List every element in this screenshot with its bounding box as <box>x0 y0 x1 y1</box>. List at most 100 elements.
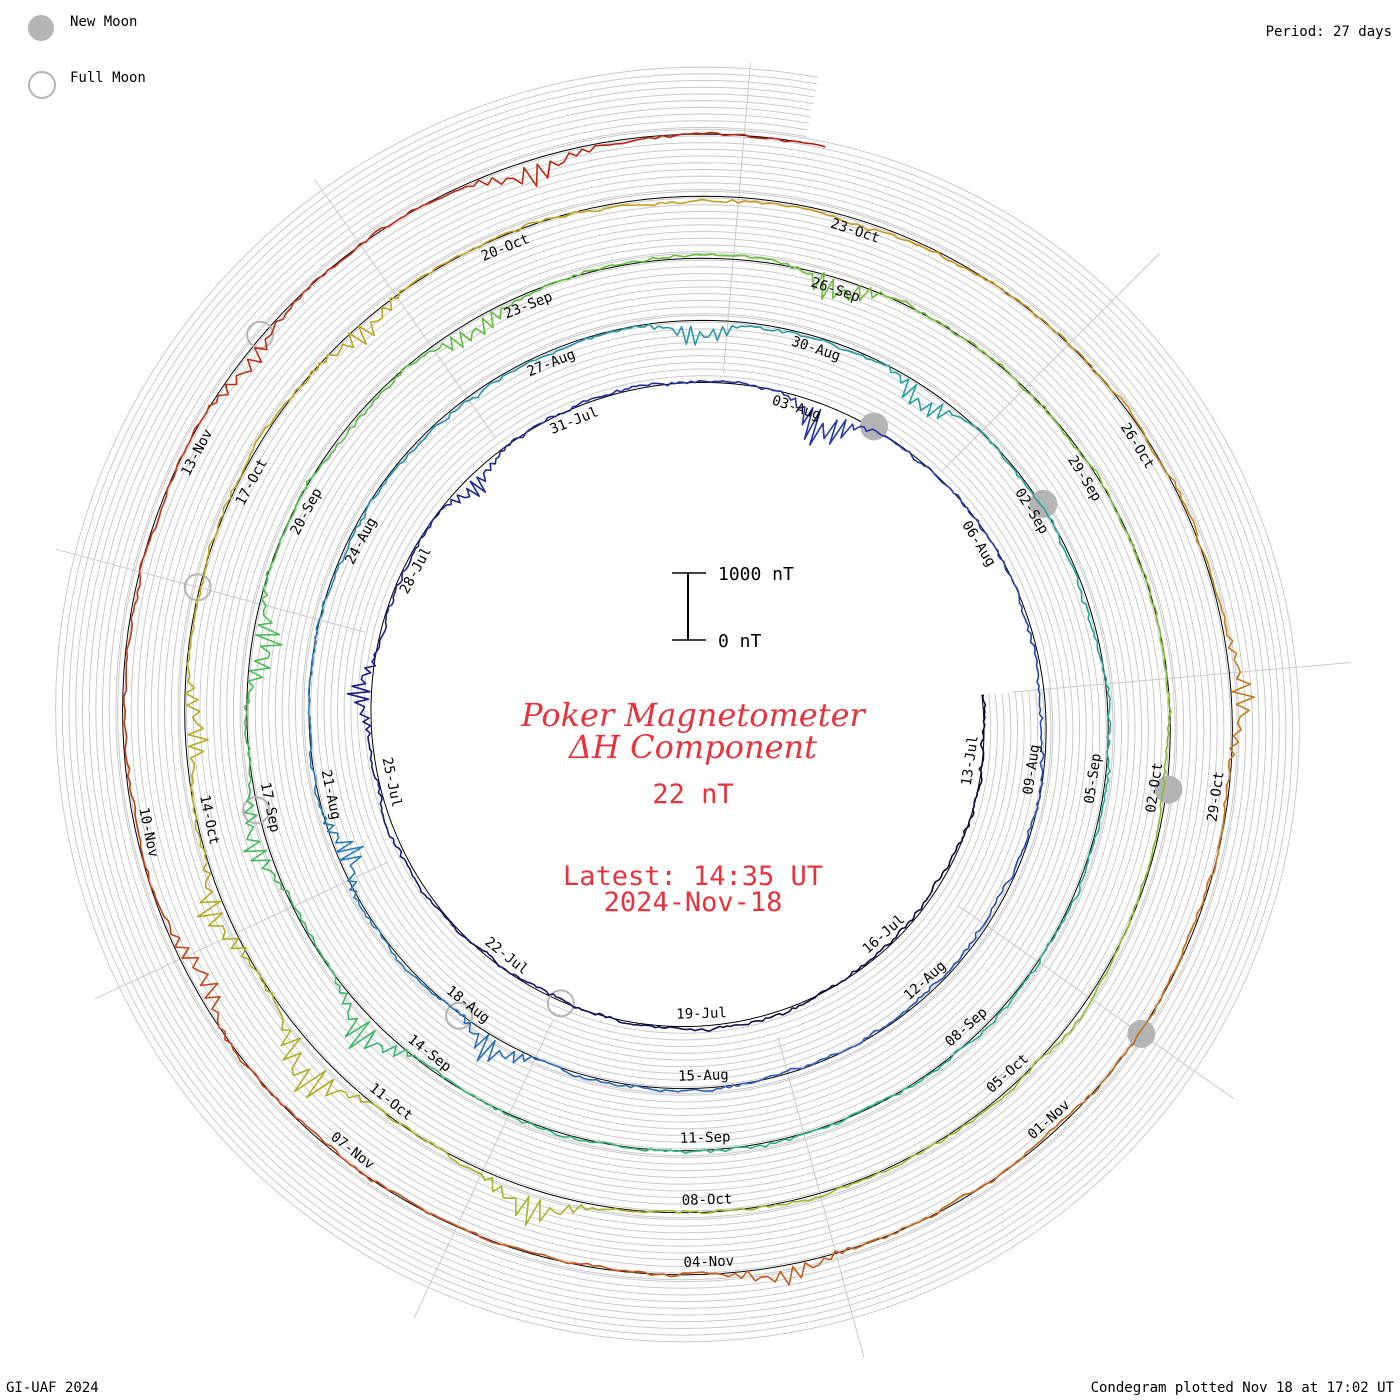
magnetometer-trace-segment <box>374 397 474 498</box>
full-moon-marker <box>246 320 275 349</box>
date-label: 17-Sep <box>257 781 283 834</box>
magnetometer-trace-segment <box>1035 685 1045 813</box>
date-label: 29-Oct <box>1205 770 1228 822</box>
magnetometer-trace-segment <box>862 354 986 436</box>
grid-spoke <box>941 252 1161 472</box>
grid-layer <box>55 62 1351 1358</box>
magnetometer-trace-segment <box>860 887 934 967</box>
magnetometer-trace-segment <box>931 792 978 892</box>
chart-subtitle: ΔH Component <box>567 728 817 766</box>
magnetometer-trace-segment <box>1179 492 1242 680</box>
grid-spiral <box>108 120 1247 1289</box>
magnetometer-trace-segment <box>181 947 297 1119</box>
magnetometer-trace-segment <box>260 457 330 607</box>
magnetometer-trace-segment <box>399 855 475 946</box>
magnetometer-trace-segment <box>397 216 565 299</box>
grid-spiral <box>68 79 1287 1330</box>
magnetometer-trace-segment <box>368 747 405 860</box>
grid-spiral <box>61 73 1294 1336</box>
magnetometer-trace-segment <box>1022 388 1124 527</box>
magnetometer-trace-segment <box>534 1058 666 1093</box>
scale-bar: 1000 nT 0 nT <box>672 564 794 652</box>
footer-plot-time: Condegram plotted Nov 18 at 17:02 UT <box>1090 1380 1394 1396</box>
new-moon-legend-icon <box>28 15 54 41</box>
magnetometer-trace-segment <box>363 1030 509 1117</box>
grid-spiral <box>55 66 1300 1343</box>
magnetometer-trace-segment <box>798 1069 939 1137</box>
full-moon-marker <box>242 796 271 825</box>
full-moon-legend-icon <box>28 71 56 99</box>
full-moon-marker <box>546 989 575 1018</box>
magnetometer-trace-segment <box>346 636 383 753</box>
date-label: 19-Jul <box>676 1005 727 1022</box>
magnetometer-trace-segment <box>932 962 1041 1073</box>
new-moon-marker <box>860 412 889 441</box>
date-label: 15-Aug <box>678 1067 729 1084</box>
date-label: 04-Nov <box>683 1254 734 1271</box>
magnetometer-trace-segment <box>347 872 430 991</box>
magnetometer-trace-segment <box>323 347 440 463</box>
magnetometer-trace-segment <box>290 901 376 1050</box>
magnetometer-trace-segment <box>983 807 1039 925</box>
magnetometer-trace-segment <box>814 1120 975 1199</box>
date-label: 05-Sep <box>1082 752 1105 804</box>
period-label: Period: 27 days <box>1265 24 1392 40</box>
date-label: 25-Jul <box>379 756 405 809</box>
magnetometer-trace-segment <box>1096 683 1112 834</box>
magnetometer-trace-segment <box>1135 860 1218 1039</box>
magnetometer-trace-segment <box>290 1111 458 1227</box>
magnetometer-trace-segment <box>307 615 323 754</box>
grid-spiral <box>75 86 1280 1323</box>
magnetometer-trace-segment <box>475 1171 651 1226</box>
chart-title: Poker Magnetometer <box>520 696 866 734</box>
magnetometer-trace-segment <box>434 274 580 352</box>
magnetometer-trace-segment <box>546 131 752 179</box>
date-label: 22-Jul <box>481 934 531 978</box>
magnetometer-trace-segment <box>269 290 401 425</box>
magnetometer-trace-segment <box>470 941 563 1001</box>
magnetometer-trace-segment <box>500 394 607 453</box>
footer-credit: GI-UAF 2024 <box>6 1380 99 1396</box>
new-moon-marker <box>1029 489 1058 518</box>
magnetometer-trace-segment <box>308 748 364 882</box>
magnetometer-trace-segment <box>425 986 540 1064</box>
magnetometer-trace-segment <box>558 198 745 218</box>
magnetometer-trace-segment <box>243 598 283 760</box>
magnetometer-trace-segment <box>725 324 868 360</box>
magnetometer-trace-segment <box>243 753 295 907</box>
magnetometer-trace-segment <box>968 998 1093 1125</box>
magnetometer-trace-segment <box>306 1078 482 1175</box>
grid-spiral <box>115 126 1240 1283</box>
magnetometer-trace-segment <box>224 240 367 395</box>
magnetometer-trace-segment <box>1067 343 1182 500</box>
date-label: 13-Jul <box>959 734 982 786</box>
date-label: 02-Oct <box>1143 761 1166 813</box>
magnetometer-trace-segment <box>768 964 865 1019</box>
magnetometer-trace-segment <box>976 694 987 797</box>
magnetometer-trace-segment <box>1088 843 1156 1005</box>
magnetometer-trace-segment <box>650 1133 805 1154</box>
magnetometer-trace-segment <box>933 472 1009 574</box>
date-label: 20-Oct <box>479 231 532 265</box>
grid-spiral <box>95 106 1260 1303</box>
magnetometer-trace-segment <box>1001 1032 1140 1174</box>
magnetometer-trace-segment <box>184 582 209 765</box>
magnetometer-trace-segment <box>1036 828 1100 968</box>
latest-date: 2024-Nov-18 <box>604 887 783 918</box>
magnetometer-trace-segment <box>662 1015 773 1033</box>
date-label: 08-Oct <box>681 1191 732 1208</box>
magnetometer-trace-segment <box>638 1250 837 1286</box>
magnetometer-trace-segment <box>318 493 379 621</box>
magnetometer-trace-segment <box>503 1112 656 1152</box>
full-moon-legend-label: Full Moon <box>70 70 146 86</box>
grid-spiral <box>88 100 1267 1309</box>
magnetometer-trace-segment <box>889 296 1029 394</box>
magnetometer-trace-segment <box>822 418 938 477</box>
magnetometer-trace-segment <box>718 380 825 446</box>
magnetometer-trace-segment <box>221 931 334 1099</box>
magnetometer-trace-segment <box>1152 678 1172 850</box>
magnetometer-trace-segment <box>590 323 733 346</box>
scale-bottom-label: 0 nT <box>718 631 762 652</box>
full-moon-marker <box>183 573 212 602</box>
magnetometer-trace-segment <box>743 133 826 148</box>
